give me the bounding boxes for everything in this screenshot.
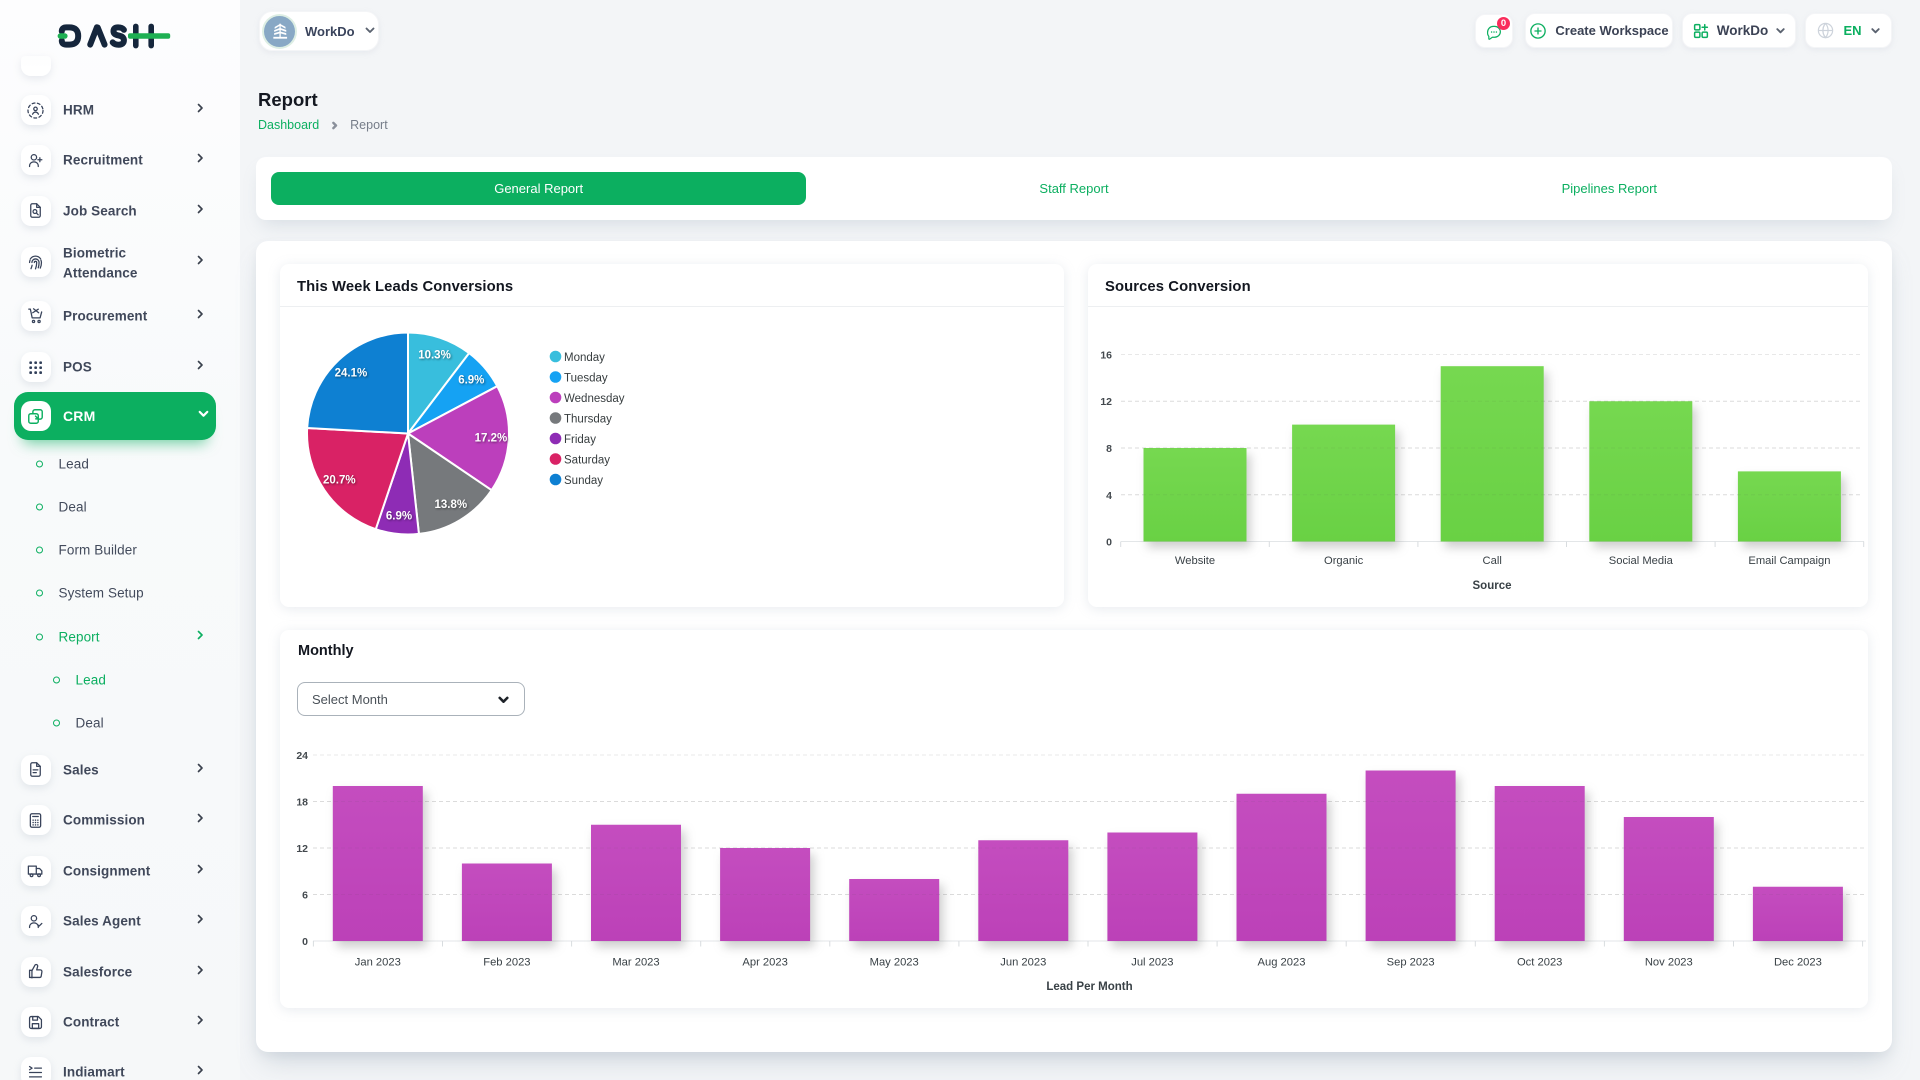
svg-text:Website: Website [1175,555,1215,567]
svg-text:Jun 2023: Jun 2023 [1000,957,1046,969]
svg-text:Thursday: Thursday [564,413,612,425]
svg-text:Lead Per Month: Lead Per Month [1046,981,1132,993]
svg-text:Jul 2023: Jul 2023 [1131,957,1173,969]
svg-text:10.3%: 10.3% [418,349,451,361]
svg-text:0: 0 [302,936,308,948]
svg-text:May 2023: May 2023 [870,957,919,969]
svg-text:17.2%: 17.2% [475,433,508,445]
svg-text:Nov 2023: Nov 2023 [1645,957,1693,969]
svg-text:Social Media: Social Media [1609,555,1674,567]
svg-text:Email Campaign: Email Campaign [1748,555,1830,567]
svg-text:8: 8 [1106,443,1112,455]
svg-text:13.8%: 13.8% [434,499,467,511]
svg-text:Tuesday: Tuesday [564,372,608,384]
svg-text:0: 0 [1106,537,1112,549]
svg-text:20.7%: 20.7% [323,475,356,487]
svg-text:12: 12 [296,843,308,855]
svg-text:Wednesday: Wednesday [564,393,625,405]
svg-text:6.9%: 6.9% [458,374,484,386]
svg-text:Mar 2023: Mar 2023 [612,957,659,969]
svg-text:Jan 2023: Jan 2023 [355,957,401,969]
svg-text:Feb 2023: Feb 2023 [483,957,530,969]
svg-text:Call: Call [1483,555,1502,567]
svg-text:Oct 2023: Oct 2023 [1517,957,1562,969]
svg-text:Organic: Organic [1324,555,1364,567]
svg-text:18: 18 [296,797,308,809]
svg-text:12: 12 [1100,396,1112,408]
svg-text:Source: Source [1473,580,1512,592]
svg-text:6: 6 [302,890,308,902]
svg-text:24.1%: 24.1% [335,368,368,380]
svg-text:6.9%: 6.9% [386,511,412,523]
svg-text:4: 4 [1106,490,1112,502]
svg-text:Apr 2023: Apr 2023 [742,957,787,969]
svg-text:Friday: Friday [564,434,596,446]
svg-text:Sunday: Sunday [564,475,603,487]
svg-text:Dec 2023: Dec 2023 [1774,957,1822,969]
svg-text:Aug 2023: Aug 2023 [1258,957,1306,969]
svg-text:16: 16 [1100,350,1112,362]
svg-text:Monday: Monday [564,352,605,364]
svg-text:Sep 2023: Sep 2023 [1387,957,1435,969]
svg-text:24: 24 [296,750,308,762]
svg-text:Saturday: Saturday [564,454,610,466]
